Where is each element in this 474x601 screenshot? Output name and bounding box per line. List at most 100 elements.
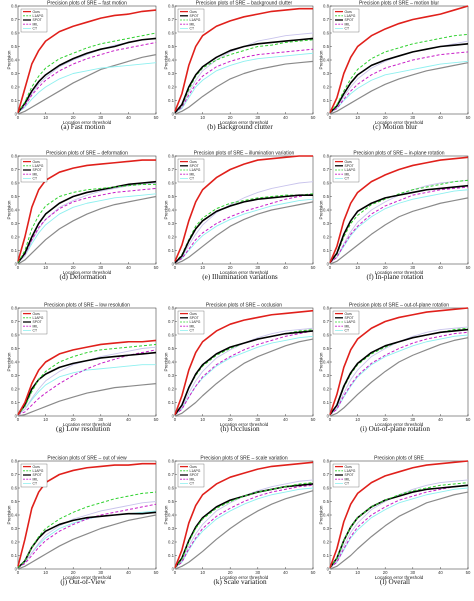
y-tick-label: 0.5	[11, 194, 18, 199]
y-tick-label: 0.4	[168, 58, 175, 63]
y-tick-label: 0.4	[323, 360, 330, 365]
chart-svg: Precision plots of SRE – deformation 0 0.1…	[7, 151, 159, 276]
chart-title: Precision plots of SRE – occlusion	[206, 303, 282, 309]
x-tick-label: 0	[174, 417, 177, 422]
series-line-cyan	[329, 60, 469, 114]
y-tick-label: 0.1	[11, 553, 18, 558]
x-tick-label: 30	[410, 570, 415, 575]
x-tick-label: 30	[410, 115, 415, 120]
x-tick-label: 0	[17, 570, 20, 575]
legend-label: Ours	[345, 160, 353, 164]
x-tick-label: 20	[228, 417, 233, 422]
y-tick-label: 0.7	[11, 472, 18, 477]
y-tick-label: 0.2	[11, 540, 18, 545]
x-axis-label: Location error threshold	[63, 422, 112, 427]
legend-label: L1APG	[190, 168, 201, 172]
y-tick-label: 0.5	[323, 499, 330, 504]
chart-title: Precision plots of SRE – low resolution	[44, 303, 130, 309]
y-tick-label: 0	[15, 112, 18, 117]
legend-label: Ours	[345, 465, 353, 469]
series-line-magenta	[329, 331, 469, 416]
y-tick-label: 0.2	[323, 85, 330, 90]
chart-title: Precision plots of SRE – deformation	[46, 151, 128, 157]
legend-box	[177, 8, 205, 33]
legend-label: CT	[345, 177, 350, 181]
series-line-cyan	[174, 487, 314, 569]
series-line-red	[329, 5, 469, 113]
series-line-gray	[329, 491, 469, 570]
y-tick-label: 0.5	[168, 44, 175, 49]
legend-label: Ours	[33, 465, 41, 469]
x-tick-label: 40	[283, 115, 288, 120]
x-tick-label: 50	[154, 265, 159, 270]
y-axis-label: Precision	[164, 200, 169, 219]
x-tick-label: 40	[283, 570, 288, 575]
legend-label: CT	[33, 329, 38, 333]
y-tick-label: 0.5	[11, 44, 18, 49]
x-tick-label: 10	[355, 265, 360, 270]
y-tick-label: 0.8	[323, 154, 330, 159]
subfigure-caption: (i) Out-of-plane rotation	[360, 425, 430, 433]
y-axis-label: Precision	[319, 50, 324, 69]
y-axis-label: Precision	[164, 352, 169, 371]
legend-label: SPOT	[190, 473, 199, 477]
y-tick-label: 0.3	[11, 373, 18, 378]
series-line-magenta	[17, 187, 157, 263]
chart-title: Precision plots of SRE	[374, 456, 424, 462]
legend-label: MIL	[345, 477, 351, 481]
y-tick-label: 0.1	[11, 98, 18, 103]
y-tick-label: 0.2	[323, 540, 330, 545]
y-tick-label: 0.7	[168, 472, 175, 477]
y-axis-label: Precision	[7, 50, 12, 69]
legend-box	[177, 158, 205, 183]
x-tick-label: 50	[466, 417, 471, 422]
y-tick-label: 0	[172, 262, 175, 267]
y-tick-label: 0.3	[11, 221, 18, 226]
subfigure-caption: (k) Scale variation	[213, 578, 267, 586]
chart-svg: Precision plots of SRE – out of view 0 0.1…	[7, 456, 159, 581]
y-tick-label: 0.3	[11, 526, 18, 531]
y-tick-label: 0.8	[323, 306, 330, 311]
x-tick-label: 0	[17, 115, 20, 120]
series-line-magenta	[17, 41, 157, 114]
chart-panel: Precision plots of SRE – out-of-plane ro…	[319, 302, 471, 438]
y-tick-label: 0.7	[323, 167, 330, 172]
y-tick-label: 0.4	[11, 208, 18, 213]
series-line-cyan	[329, 189, 469, 264]
y-tick-label: 0.5	[168, 346, 175, 351]
y-tick-label: 0.5	[168, 194, 175, 199]
series-line-gray	[174, 490, 314, 570]
x-tick-label: 50	[311, 265, 316, 270]
y-tick-label: 0.8	[323, 459, 330, 464]
legend-label: Ours	[33, 160, 41, 164]
y-tick-label: 0.6	[323, 31, 330, 36]
y-tick-label: 0.1	[323, 553, 330, 558]
series-line-magenta	[329, 484, 469, 569]
y-tick-label: 0.3	[323, 221, 330, 226]
legend-label: L1APG	[33, 14, 44, 18]
y-tick-label: 0.1	[168, 553, 175, 558]
chart-panel: Precision plots of SRE – out of view 0 0.1…	[7, 455, 159, 591]
x-tick-label: 20	[383, 417, 388, 422]
y-tick-label: 0.7	[168, 17, 175, 22]
y-tick-label: 0.6	[168, 333, 175, 338]
legend-label: CT	[345, 27, 350, 31]
subfigure-caption: (f) In-plane rotation	[366, 273, 424, 281]
legend-label: Ours	[345, 10, 353, 14]
y-tick-label: 0.8	[11, 306, 18, 311]
chart-svg: Precision plots of SRE – scale variation…	[164, 456, 316, 581]
subfigure-caption: (d) Deformation	[59, 273, 107, 281]
legend-label: L1APG	[345, 14, 356, 18]
legend-label: CT	[190, 27, 195, 31]
x-tick-label: 0	[329, 265, 332, 270]
x-tick-label: 20	[228, 265, 233, 270]
x-tick-label: 10	[355, 417, 360, 422]
series-line-green	[17, 183, 156, 263]
legend-label: Ours	[190, 160, 198, 164]
x-tick-label: 50	[311, 417, 316, 422]
y-tick-label: 0	[15, 414, 18, 419]
y-tick-label: 0.3	[168, 373, 175, 378]
y-tick-label: 0	[327, 262, 330, 267]
